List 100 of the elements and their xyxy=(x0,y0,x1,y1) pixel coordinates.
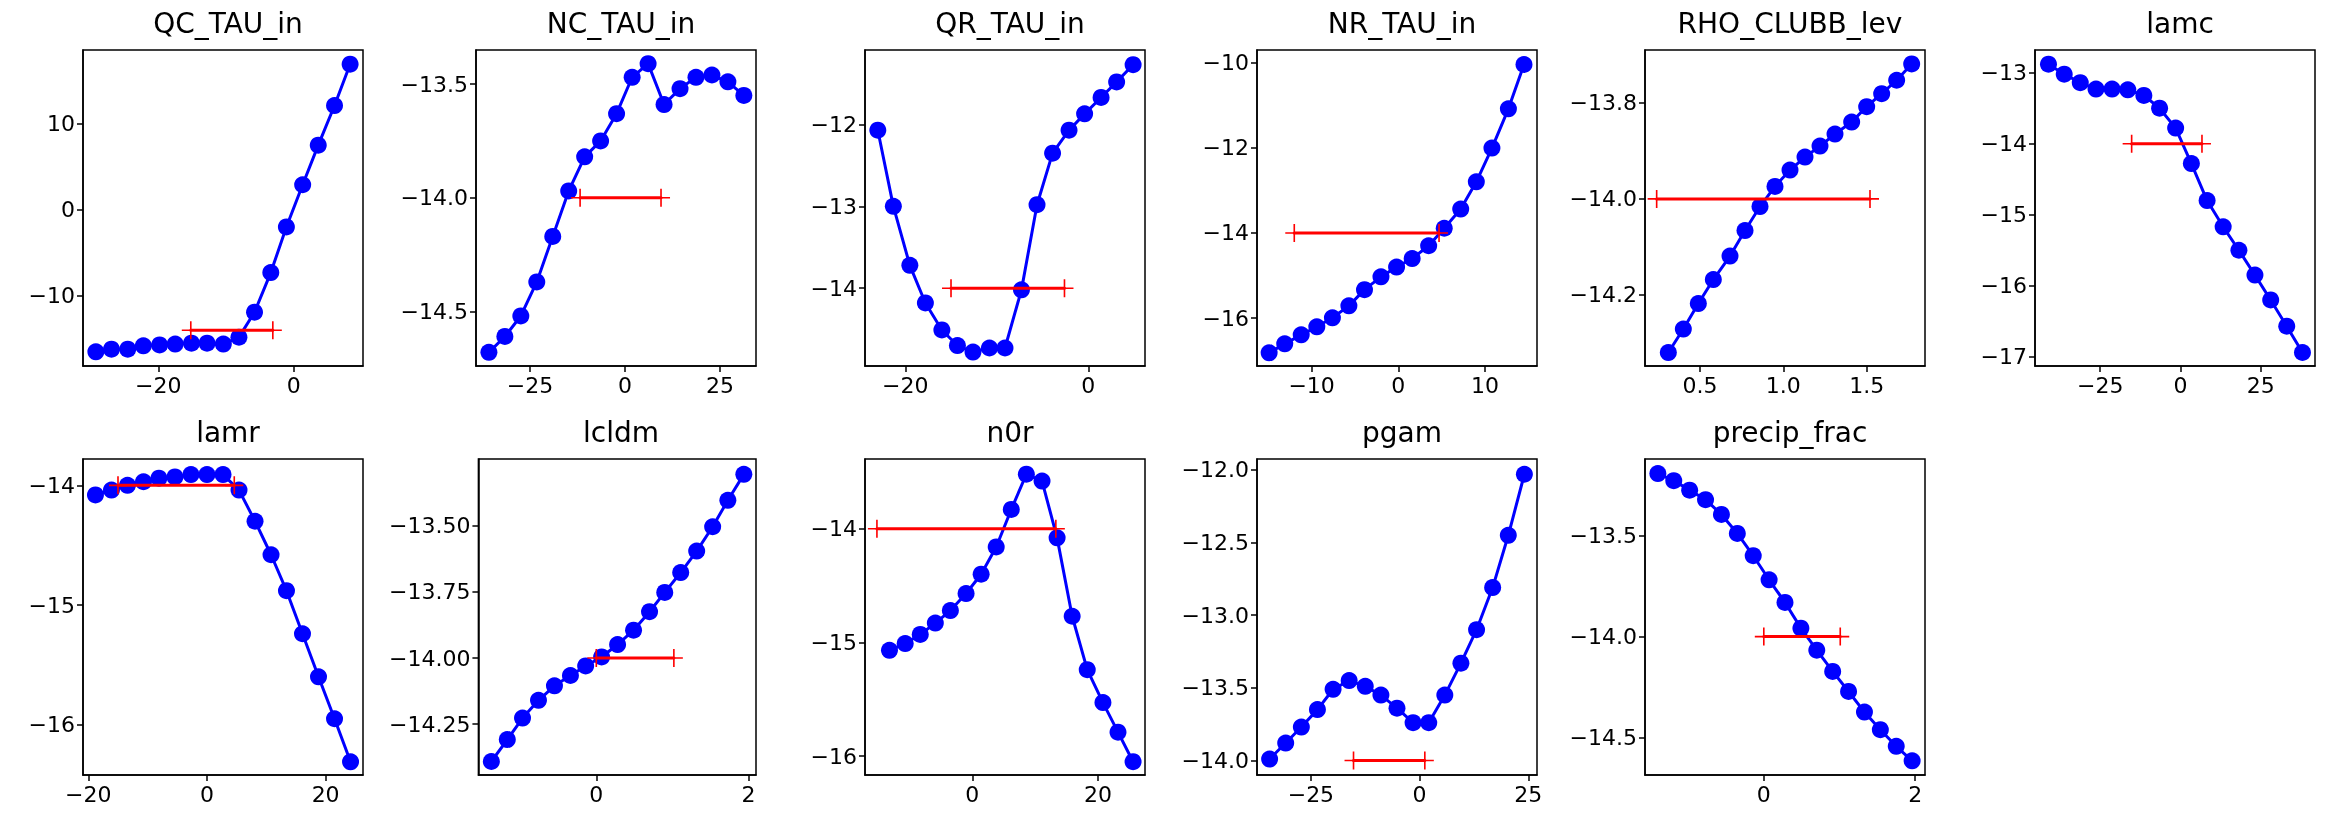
y-tick-label: −13 xyxy=(1980,60,2027,86)
point xyxy=(1292,718,1310,736)
y-tick-label: −12.0 xyxy=(1181,457,1249,483)
point xyxy=(1404,714,1422,732)
y-tick-label: −13.75 xyxy=(388,579,471,605)
x-tick-label: −10 xyxy=(1288,372,1335,398)
point xyxy=(672,564,690,582)
point xyxy=(987,538,1005,556)
y-tick-label: −14.2 xyxy=(1569,282,1637,308)
point xyxy=(1499,526,1517,544)
chart-title: QC_TAU_in xyxy=(153,6,303,40)
point xyxy=(1887,737,1905,755)
chart-title: lamr xyxy=(196,415,261,449)
point xyxy=(1372,268,1390,286)
point xyxy=(1340,672,1358,690)
y-tick-label: −16 xyxy=(810,743,857,769)
point xyxy=(1420,237,1438,255)
x-tick-label: −25 xyxy=(2076,372,2124,398)
point xyxy=(1048,529,1066,547)
point xyxy=(1028,196,1046,214)
y-tick-label: −14.0 xyxy=(1569,624,1637,650)
x-tick-label: 20 xyxy=(1083,781,1112,807)
point xyxy=(1452,200,1470,218)
point xyxy=(1665,472,1683,490)
point xyxy=(1499,100,1517,118)
point xyxy=(262,264,280,282)
point xyxy=(2182,155,2200,173)
point xyxy=(704,518,722,536)
y-tick-label: −17 xyxy=(1980,344,2027,370)
point xyxy=(1108,73,1126,91)
x-tick-label: −20 xyxy=(882,372,929,398)
point xyxy=(1858,98,1876,116)
point xyxy=(980,339,998,357)
point xyxy=(2135,86,2153,104)
y-tick-label: −13.50 xyxy=(388,513,471,539)
point xyxy=(1323,309,1341,327)
point xyxy=(1515,465,1533,483)
point xyxy=(109,476,127,495)
point xyxy=(884,197,902,215)
point xyxy=(294,176,312,194)
y-tick-label: −14.00 xyxy=(388,645,471,671)
point xyxy=(1308,318,1326,336)
point xyxy=(498,731,516,749)
point xyxy=(1124,753,1142,771)
point xyxy=(119,340,137,358)
point xyxy=(1873,85,1891,103)
y-tick-label: −10 xyxy=(1202,49,1249,75)
point xyxy=(1515,56,1533,73)
x-tick-label: 0 xyxy=(199,781,214,807)
point xyxy=(1888,71,1906,89)
point xyxy=(1261,750,1279,768)
point xyxy=(926,614,944,632)
point xyxy=(1078,661,1096,679)
point xyxy=(225,476,244,495)
chart-title: NC_TAU_in xyxy=(546,6,696,40)
point xyxy=(916,294,934,312)
point xyxy=(214,466,232,484)
y-tick-label: −14.0 xyxy=(1569,186,1637,212)
point xyxy=(182,466,200,484)
y-tick-label: −15 xyxy=(28,592,75,618)
point xyxy=(1704,271,1722,289)
y-tick-label: 0 xyxy=(61,197,75,223)
point xyxy=(933,321,951,339)
chart-title: precip_frac xyxy=(1712,415,1868,449)
point xyxy=(1808,641,1826,659)
point xyxy=(1372,686,1390,704)
point xyxy=(1420,714,1438,732)
point xyxy=(1681,481,1699,499)
point xyxy=(869,121,887,139)
point xyxy=(102,340,120,358)
point xyxy=(625,621,643,639)
y-tick-label: −14.5 xyxy=(400,298,468,324)
point xyxy=(326,97,344,115)
point xyxy=(1356,281,1373,299)
point xyxy=(1388,258,1406,276)
chart-title: NR_TAU_in xyxy=(1327,6,1477,40)
y-tick-label: −13.5 xyxy=(400,71,468,97)
x-tick-label: 2 xyxy=(741,781,756,807)
point xyxy=(2055,65,2073,83)
chart-title: lcldm xyxy=(582,415,660,449)
point xyxy=(1109,723,1127,741)
point xyxy=(703,66,721,84)
point xyxy=(1840,682,1858,700)
point xyxy=(1792,619,1810,637)
point xyxy=(671,80,689,98)
point xyxy=(2230,241,2248,259)
point xyxy=(1796,148,1814,166)
point xyxy=(1483,139,1501,157)
y-tick-label: −16 xyxy=(1980,273,2027,299)
y-tick-label: −14.0 xyxy=(400,185,468,211)
point xyxy=(2087,80,2105,98)
point xyxy=(641,603,659,621)
point xyxy=(1452,654,1470,672)
y-tick-label: −15 xyxy=(1980,202,2027,228)
point xyxy=(948,337,966,355)
y-tick-label: −13.5 xyxy=(1181,675,1249,701)
x-tick-label: 25 xyxy=(2246,372,2275,398)
y-tick-label: −14.5 xyxy=(1569,725,1637,751)
point xyxy=(688,542,706,560)
point xyxy=(1356,677,1374,695)
